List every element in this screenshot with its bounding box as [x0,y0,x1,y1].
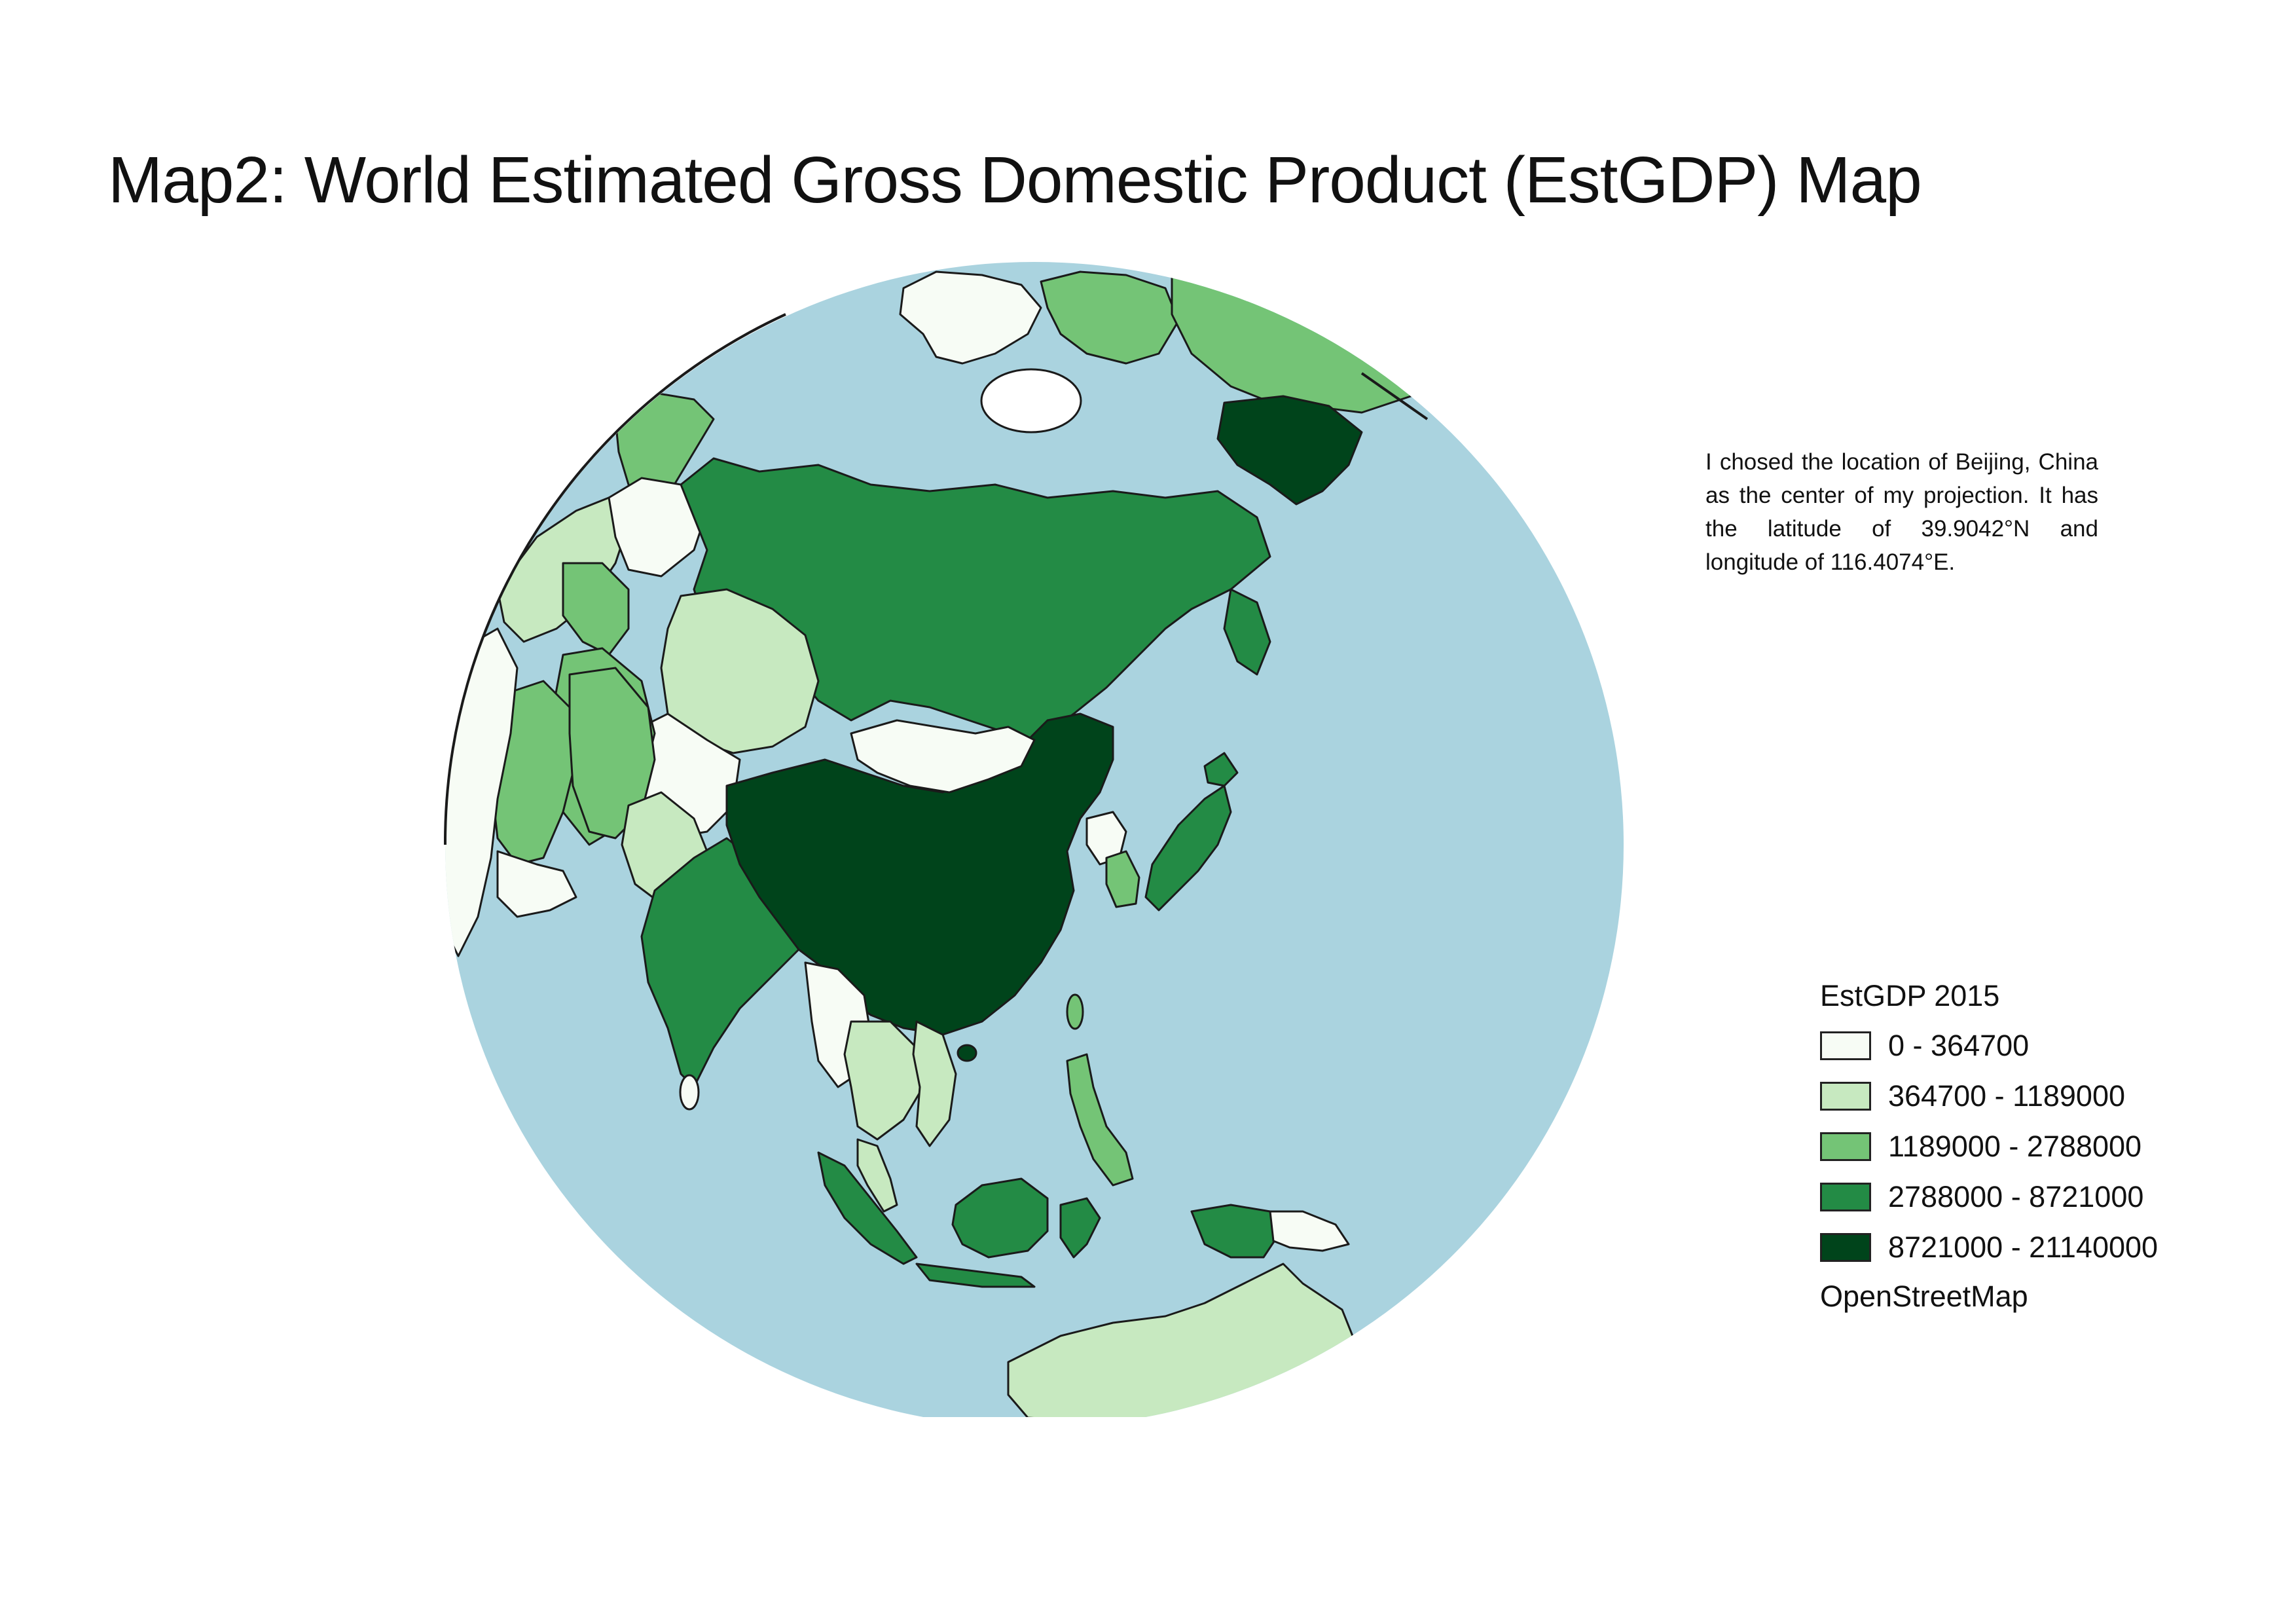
region-sumatra [817,1151,918,1265]
legend-item: 1189000 - 2788000 [1820,1128,2158,1165]
legend-label: 0 - 364700 [1888,1029,2030,1062]
region-mongolia [850,719,1036,794]
region-scandinavia [614,392,715,506]
legend-item: 364700 - 1189000 [1820,1078,2158,1115]
legend-item: 2788000 - 8721000 [1820,1179,2158,1215]
region-java [915,1263,1036,1288]
region-ukraine [562,562,630,656]
region-japan [1144,784,1232,912]
legend-label: 2788000 - 8721000 [1888,1180,2144,1213]
legend-title: EstGDP 2015 [1820,979,2000,1012]
page-title: Map2: World Estimated Gross Domestic Pro… [108,143,1922,217]
region-far-east-russia [1216,395,1363,506]
region-hokkaido [1203,752,1239,787]
region-south-korea [1105,850,1140,908]
region-papua-indonesia [1190,1204,1278,1259]
region-kamchatka [1223,588,1271,676]
region-borneo [951,1177,1049,1259]
region-europe-central [608,477,708,578]
legend-swatch [1820,1183,1871,1211]
globe-outline [443,313,786,845]
region-malay-peninsula [856,1138,898,1213]
region-china [725,712,1114,1036]
legend-label: 364700 - 1189000 [1888,1079,2125,1113]
legend-item: 8721000 - 21140000 [1820,1229,2158,1266]
legend-swatch [1820,1031,1871,1060]
region-thailand [843,1020,924,1141]
legend-item: 0 - 364700 [1820,1027,2158,1064]
region-greenland [899,270,1042,365]
map-legend: EstGDP 2015 0 - 364700 364700 - 1189000 … [1820,979,2158,1314]
region-africa-horn [496,850,577,918]
projection-note: I chosed the location of Beijing, China … [1705,449,2098,575]
legend-swatch [1820,1082,1871,1111]
region-vietnam [912,1020,957,1147]
legend-label: 8721000 - 21140000 [1888,1230,2159,1264]
legend-source: OpenStreetMap [1820,1280,2028,1313]
region-papua-new-guinea [1269,1210,1350,1252]
legend-swatch [1820,1132,1871,1161]
region-kazakhstan [660,588,820,754]
globe-outline-ne [1360,372,1429,420]
region-sri-lanka [679,1074,700,1111]
region-sulawesi [1059,1197,1101,1259]
north-pole-hole [980,368,1082,434]
legend-swatch [1820,1233,1871,1262]
region-hainan [957,1044,977,1062]
legend-label: 1189000 - 2788000 [1888,1130,2142,1163]
region-taiwan [1066,993,1084,1030]
region-canada-islands [1040,270,1180,365]
region-philippines [1066,1053,1134,1187]
